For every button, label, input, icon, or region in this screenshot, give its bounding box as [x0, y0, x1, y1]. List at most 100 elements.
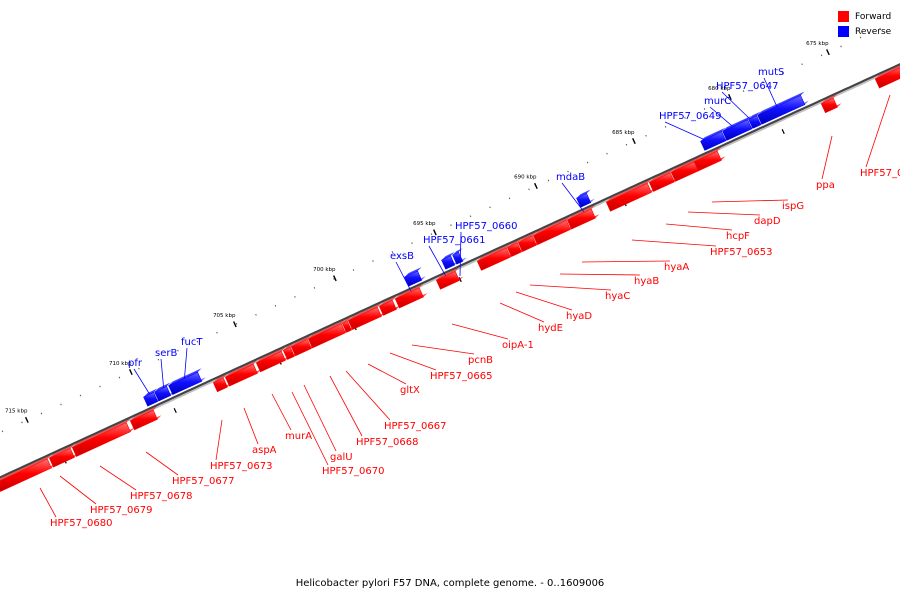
- label-pcnb[interactable]: pcnB: [468, 355, 493, 366]
- scale-tick-label: 685 kbp: [612, 130, 635, 136]
- gene-hpf57-0665[interactable]: [378, 296, 401, 316]
- label-leaders: [39, 77, 891, 518]
- gene-ppa[interactable]: [820, 94, 842, 114]
- label-hyac[interactable]: hyaC: [605, 291, 630, 302]
- label-muts[interactable]: mutS: [758, 67, 784, 78]
- label-hpf57-0670[interactable]: HPF57_0670: [322, 466, 384, 477]
- scale-tick-minor: [177, 349, 179, 352]
- leader-exsb: [395, 261, 413, 294]
- gene-face: [671, 157, 699, 173]
- gene-hpf57-0678[interactable]: [71, 418, 135, 457]
- gene-face: [130, 406, 158, 421]
- scale-tick-minor: [859, 36, 862, 39]
- label-hpf57-0678[interactable]: HPF57_0678: [130, 491, 192, 502]
- label-dapd[interactable]: dapD: [754, 216, 781, 227]
- label-exsb[interactable]: exsB: [390, 251, 414, 262]
- label-hpf57-0679[interactable]: HPF57_0679: [90, 505, 152, 516]
- label-mdab[interactable]: mdaB: [556, 172, 585, 183]
- gene-hpf57-0673[interactable]: [212, 374, 232, 393]
- gene-face: [477, 244, 511, 262]
- gene-muts[interactable]: [757, 91, 809, 125]
- gene-hcpf[interactable]: [648, 168, 679, 192]
- leader-muts: [763, 77, 779, 110]
- label-hpf57-0667[interactable]: HPF57_0667: [384, 421, 446, 432]
- label-pfr[interactable]: pfr: [128, 358, 143, 369]
- label-hyde[interactable]: hydE: [538, 323, 563, 334]
- gene-body: [700, 131, 727, 151]
- gene-body: [224, 363, 258, 387]
- gene-hpf57-0647[interactable]: [748, 111, 765, 129]
- gene-face: [722, 115, 752, 132]
- label-hpf57-0665[interactable]: HPF57_0665: [430, 371, 492, 382]
- label-ppa[interactable]: ppa: [816, 180, 835, 191]
- gene-hpf57-0653[interactable]: [605, 179, 656, 212]
- label-oipa-1[interactable]: oipA-1: [502, 340, 534, 351]
- gene-hpf57-0661[interactable]: [441, 251, 459, 270]
- gene-hpf57-0680[interactable]: [0, 454, 56, 492]
- gene-gltx[interactable]: [347, 303, 386, 330]
- gene-pcnb[interactable]: [394, 283, 428, 309]
- gene-hpf57-0679[interactable]: [48, 444, 79, 468]
- label-murc[interactable]: murC: [704, 96, 731, 107]
- gene-serb[interactable]: [154, 382, 175, 402]
- gene-hpf57-0677[interactable]: [129, 406, 162, 431]
- gene-ispg[interactable]: [692, 147, 726, 172]
- gene-face: [308, 319, 346, 339]
- gene-hyad[interactable]: [506, 238, 526, 257]
- gene-hpf57-0649[interactable]: [700, 127, 730, 151]
- label-hpf57-0647[interactable]: HPF57_0647: [716, 81, 778, 92]
- label-mura[interactable]: murA: [285, 431, 312, 442]
- gene-hyaa[interactable]: [566, 205, 600, 230]
- map-caption: Helicobacter pylori F57 DNA, complete ge…: [295, 578, 605, 589]
- label-hyaa[interactable]: hyaA: [664, 262, 689, 273]
- gene-hpf57-0668[interactable]: [307, 319, 350, 349]
- label-hpf57-0644[interactable]: HPF57_0644: [860, 168, 900, 179]
- label-hpf57-0677[interactable]: HPF57_0677: [172, 476, 234, 487]
- gene-galu[interactable]: [290, 335, 316, 357]
- label-fuct[interactable]: fucT: [181, 337, 203, 348]
- label-hpf57-0660[interactable]: HPF57_0660: [455, 221, 517, 232]
- label-hpf57-0680[interactable]: HPF57_0680: [50, 518, 112, 529]
- scale-tick-minor: [352, 269, 355, 271]
- label-hpf57-0668[interactable]: HPF57_0668: [356, 437, 418, 448]
- gene-exsb[interactable]: [404, 267, 426, 287]
- leader-hpf57-0677: [145, 451, 179, 476]
- gene-pfr[interactable]: [143, 388, 162, 407]
- gene-face: [72, 418, 131, 448]
- label-hyab[interactable]: hyaB: [634, 276, 659, 287]
- label-gltx[interactable]: gltX: [400, 385, 420, 396]
- gene-aspa[interactable]: [224, 360, 262, 387]
- gene-hpf57-0644[interactable]: [874, 62, 900, 89]
- label-hpf57-0653[interactable]: HPF57_0653: [710, 247, 772, 258]
- leader-hpf57-0668: [329, 375, 363, 437]
- gene-dapd[interactable]: [670, 157, 703, 182]
- gene-mdab[interactable]: [576, 189, 595, 208]
- label-aspa[interactable]: aspA: [252, 445, 277, 456]
- scale-tick-minor: [450, 224, 452, 227]
- gene-body: [307, 323, 346, 349]
- gene-hpf57-0670[interactable]: [282, 343, 299, 360]
- label-hyad[interactable]: hyaD: [566, 311, 592, 322]
- gene-murc[interactable]: [722, 115, 756, 141]
- label-hpf57-0673[interactable]: HPF57_0673: [210, 461, 272, 472]
- gene-hyac[interactable]: [517, 232, 541, 252]
- label-galu[interactable]: galU: [330, 452, 353, 463]
- gene-hyab[interactable]: [532, 216, 575, 246]
- label-serb[interactable]: serB: [155, 348, 177, 359]
- gene-body: [576, 193, 592, 208]
- gene-fuct[interactable]: [168, 368, 206, 395]
- gene-features[interactable]: [0, 62, 900, 492]
- gene-hpf57-0667[interactable]: [341, 317, 356, 333]
- gene-body: [874, 67, 900, 89]
- gene-hpf57-0660[interactable]: [452, 248, 467, 265]
- label-hpf57-0661[interactable]: HPF57_0661: [423, 235, 485, 246]
- leader-hpf57-0679: [59, 475, 97, 505]
- label-hpf57-0649[interactable]: HPF57_0649: [659, 111, 721, 122]
- label-ispg[interactable]: ispG: [782, 201, 804, 212]
- gene-mura[interactable]: [255, 347, 290, 373]
- gene-oipa-1[interactable]: [435, 267, 464, 290]
- label-hcpf[interactable]: hcpF: [726, 231, 750, 242]
- scale-tick-minor: [235, 322, 238, 325]
- scale-tick-major: [826, 49, 830, 56]
- gene-hyde[interactable]: [476, 244, 515, 271]
